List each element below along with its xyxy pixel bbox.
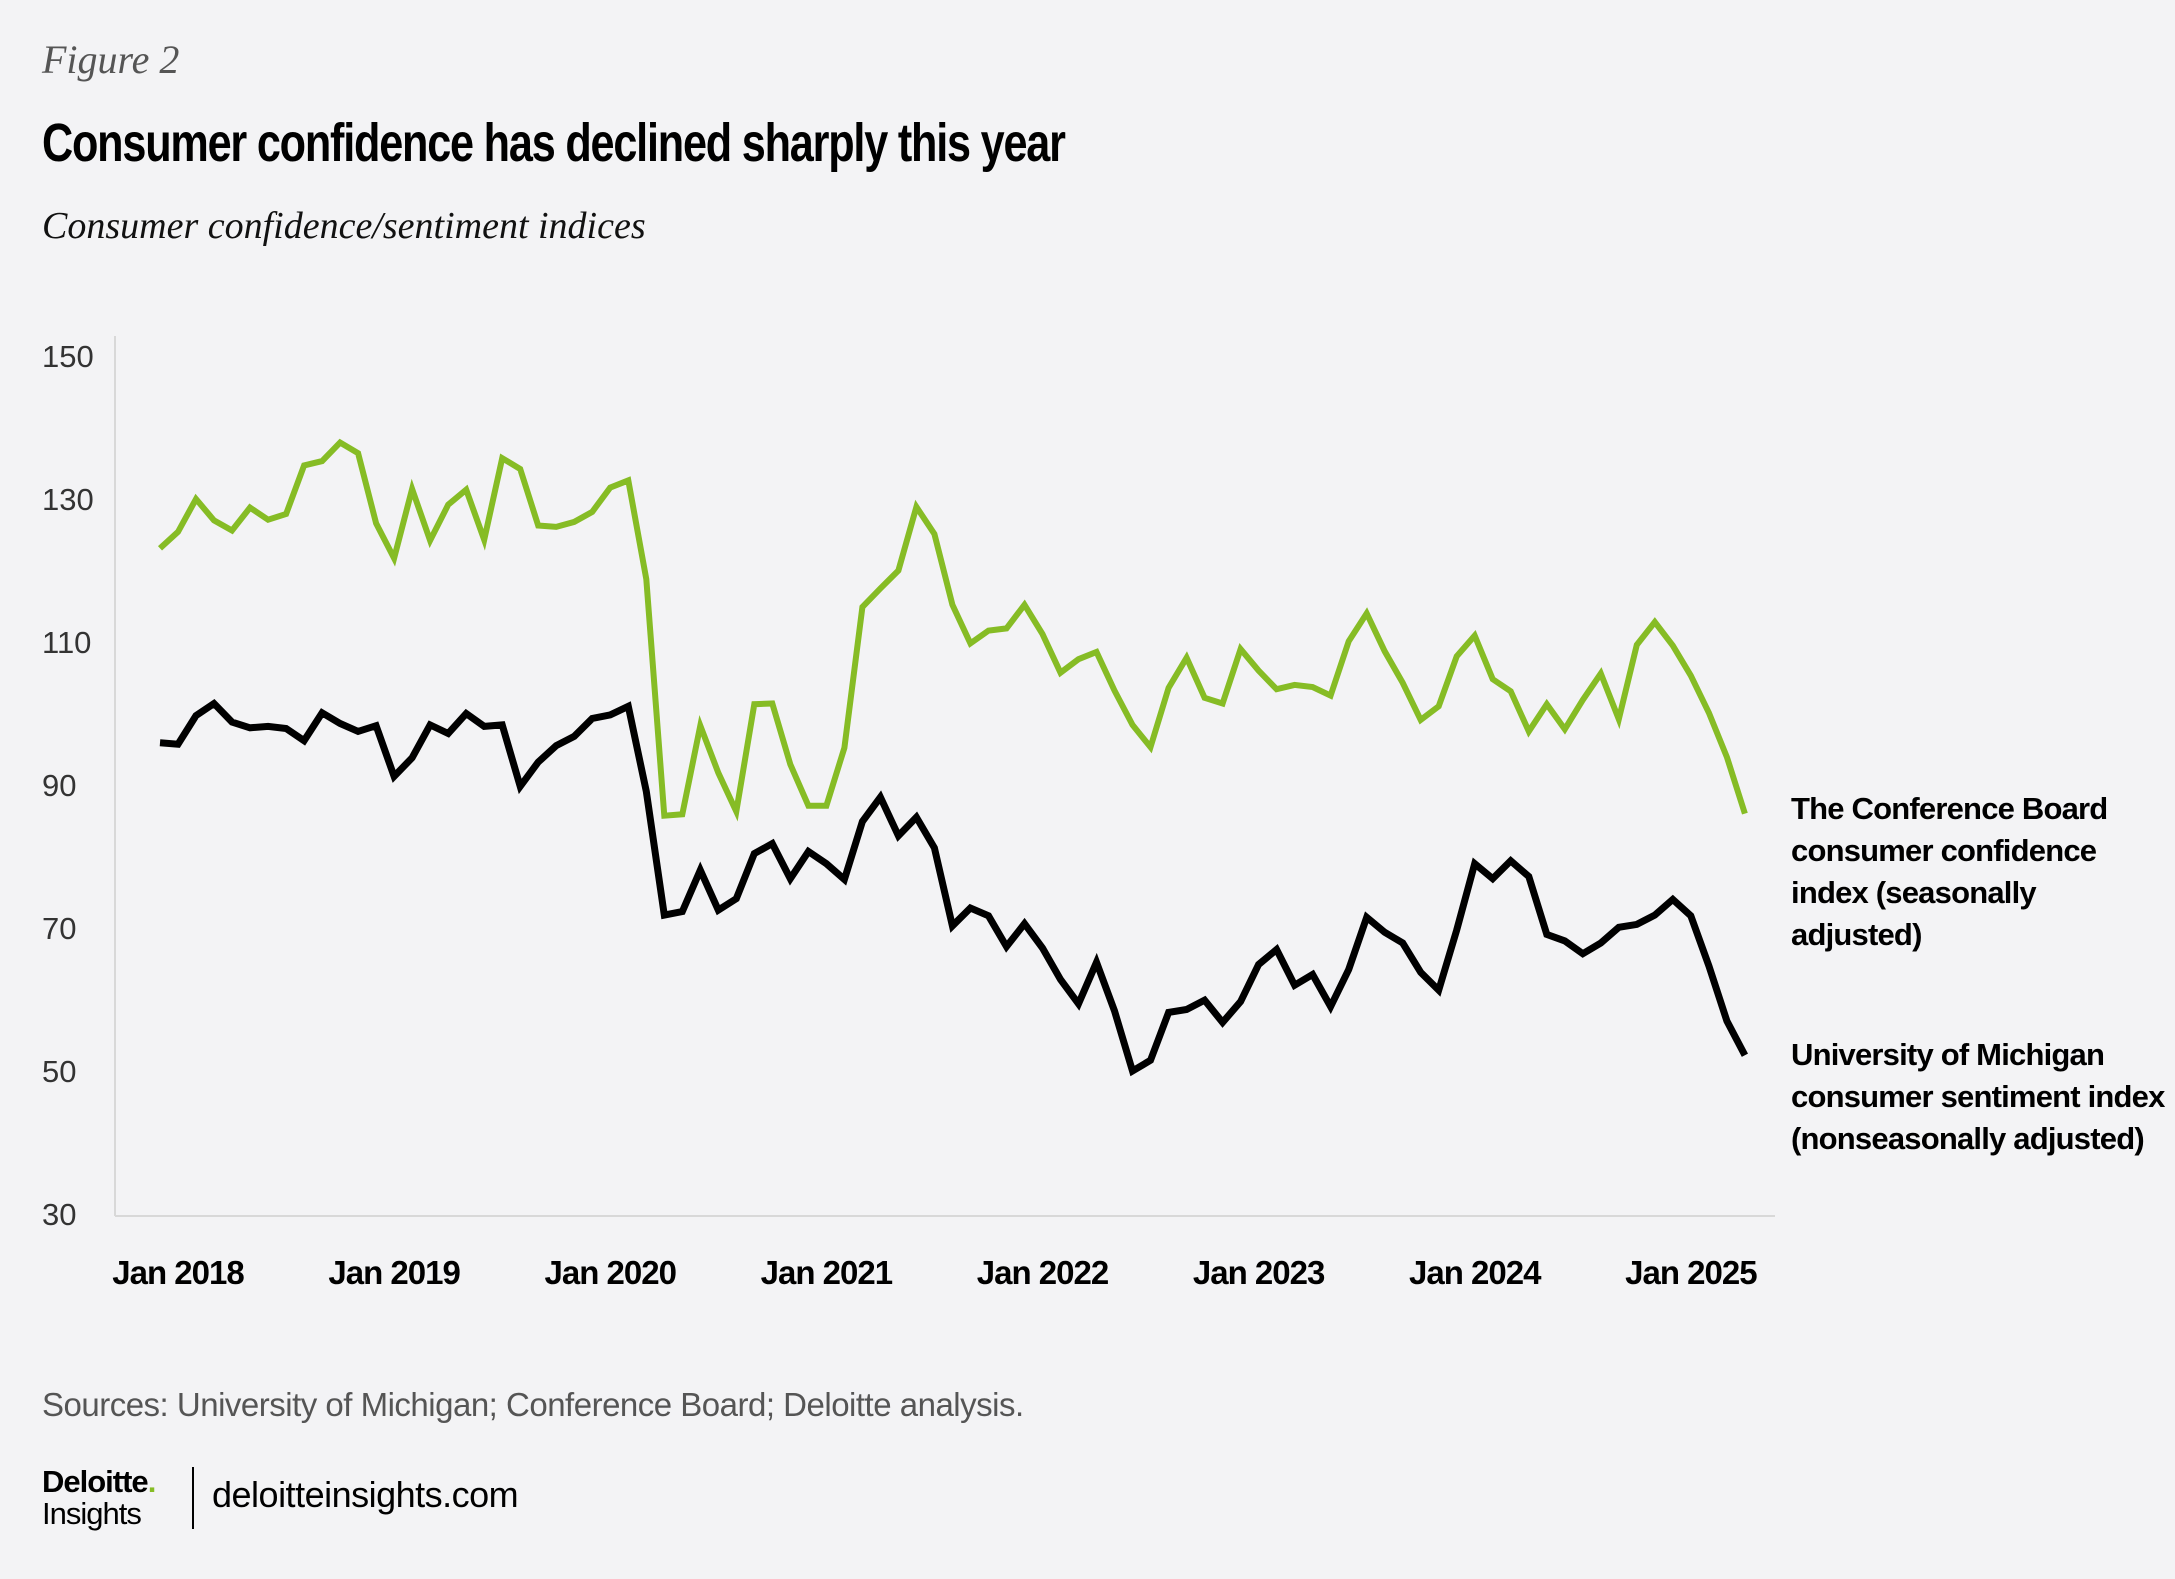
x-tick-label: Jan 2019 — [328, 1254, 460, 1291]
y-tick-label: 110 — [42, 625, 91, 660]
logo-wordmark: Deloitte. — [42, 1464, 156, 1499]
x-tick-label: Jan 2024 — [1409, 1254, 1542, 1291]
logo-divider — [192, 1467, 194, 1529]
y-tick-label: 150 — [42, 339, 94, 374]
x-tick-label: Jan 2020 — [545, 1254, 676, 1291]
sources-note: Sources: University of Michigan; Confere… — [42, 1386, 1024, 1423]
y-tick-label: 90 — [42, 768, 76, 803]
x-tick-label: Jan 2022 — [977, 1254, 1109, 1291]
series-line-michigan — [159, 698, 1748, 1077]
series-label-michigan: University of Michigan consumer sentimen… — [1791, 1037, 2165, 1156]
x-tick-labels: Jan 2018 Jan 2019 Jan 2020 Jan 2021 Jan 2022… — [112, 1254, 1758, 1291]
y-tick-label: 130 — [42, 482, 94, 517]
chart-subtitle: Consumer confidence/sentiment indices — [42, 205, 646, 247]
x-tick-label: Jan 2025 — [1625, 1254, 1757, 1291]
series-lines — [157, 438, 1748, 1077]
figure-label: Figure 2 — [42, 37, 180, 82]
series-line-conference-board — [157, 438, 1748, 822]
site-url[interactable]: deloitteinsights.com — [212, 1474, 519, 1515]
x-tick-label: Jan 2023 — [1193, 1254, 1325, 1291]
y-tick-labels: 150 130 110 90 70 50 30 — [42, 339, 94, 1232]
y-tick-label: 30 — [42, 1197, 76, 1232]
deloitte-insights-logo: Deloitte. Insights — [42, 1464, 156, 1531]
series-label-conference-board: The Conference Board consumer confidence… — [1791, 791, 2108, 952]
logo-subtext: Insights — [42, 1496, 142, 1531]
x-tick-label: Jan 2018 — [112, 1254, 244, 1291]
y-tick-label: 50 — [42, 1054, 76, 1089]
y-tick-label: 70 — [42, 911, 76, 946]
chart-title: Consumer confidence has declined sharply… — [42, 113, 1066, 173]
x-tick-label: Jan 2021 — [761, 1254, 893, 1291]
